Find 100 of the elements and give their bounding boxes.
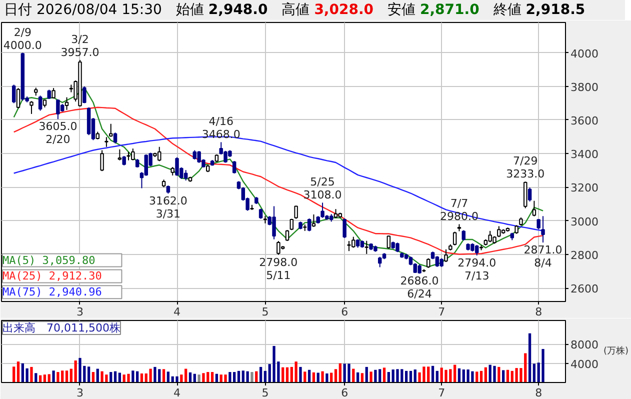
bar [16,362,20,382]
x-tick-label: 3 [76,386,84,399]
bar [118,372,122,382]
bar [304,372,306,382]
candlestick [528,187,532,202]
bar [326,373,328,382]
bar [352,368,355,382]
bar [370,372,372,382]
bar [250,372,254,382]
bar [532,364,536,382]
candlestick [386,235,391,250]
candlestick [38,95,42,112]
candlestick [113,132,118,144]
x-tick-label: 7 [438,306,446,318]
bar [259,366,262,382]
bar [92,372,95,382]
x-tick-label: 4 [174,306,181,318]
annotation: 3605.0 2/20 [38,120,78,146]
bar [176,376,178,382]
bar [365,366,368,382]
bar [233,372,236,382]
candlestick [307,218,312,232]
x-tick-label: 3 [76,306,84,318]
candlestick [30,100,34,114]
bar [12,366,16,382]
text: 終値 2,918.5 [493,2,586,18]
candlestick [12,84,16,104]
annotation: 7/7 2980.0 [440,197,478,224]
bar [321,371,324,382]
bar [308,370,311,382]
candlestick [435,256,440,268]
y-tick-label: 4000 [570,47,598,60]
y-tick-label: 2600 [570,282,598,296]
candlestick [144,154,148,176]
bar [498,366,500,382]
text: 安値 2,871.0 [388,2,480,18]
candlestick [47,89,51,100]
annotation: 7/29 3233.0 [506,154,545,181]
bar [338,363,342,382]
bar [210,372,214,382]
candlestick [82,86,86,104]
candlestick [312,214,316,228]
annotation: 2798.0 5/11 [259,256,298,282]
x-tick-label: 8 [535,386,542,399]
bar [542,348,544,382]
bar [21,363,24,382]
x-tick-label: 6 [341,306,348,318]
y-tick-label: 3000 [570,215,598,228]
candlestick [52,88,56,99]
candlestick [334,208,338,219]
bar [56,372,60,382]
bar [348,364,350,382]
bar [52,370,55,382]
bar [198,374,200,382]
x-tick-label: 7 [438,386,446,399]
candlestick [184,170,188,181]
bar [493,366,496,382]
bar [110,372,112,382]
bar [154,366,156,382]
candlestick [232,160,236,174]
candlestick [118,148,122,161]
bar [149,368,152,382]
bar [34,373,38,382]
bar [334,369,338,382]
y-tick-label: 3800 [570,80,598,94]
bar [294,362,298,382]
candlestick [192,150,197,160]
bar [414,369,416,382]
text: 始値 2,948.0 [176,2,268,18]
y-tick-label: 3400 [570,148,598,162]
candlestick [258,208,263,220]
bar [74,360,77,382]
text: MA(75) 2,940.96 [2,286,102,299]
candlestick [285,230,290,242]
candlestick [541,216,545,244]
y-tick-label: 3200 [570,182,598,195]
candlestick [364,240,368,254]
bar [184,368,188,382]
annotation: 2871.0 8/4 [524,244,562,270]
x-tick-label: 4 [174,386,181,399]
x-tick-label: 5 [262,306,269,318]
x-tick-label: 6 [341,386,348,399]
bar [30,366,33,382]
candlestick [452,231,457,246]
candlestick [462,230,466,241]
bar [506,370,510,382]
y-axis-title: (万株) [603,346,629,356]
annotation: 2/9 4000.0 [3,26,42,52]
candlestick [64,96,69,110]
bar [228,372,232,382]
bar [202,373,205,382]
y-tick-label: 3600 [570,114,598,128]
bar [70,368,72,382]
candlestick [122,155,126,166]
bar [78,358,82,382]
candlestick [444,248,448,263]
bar [127,374,130,382]
bar [166,372,170,382]
y-tick-label: 2800 [570,248,598,262]
bar [453,364,456,382]
